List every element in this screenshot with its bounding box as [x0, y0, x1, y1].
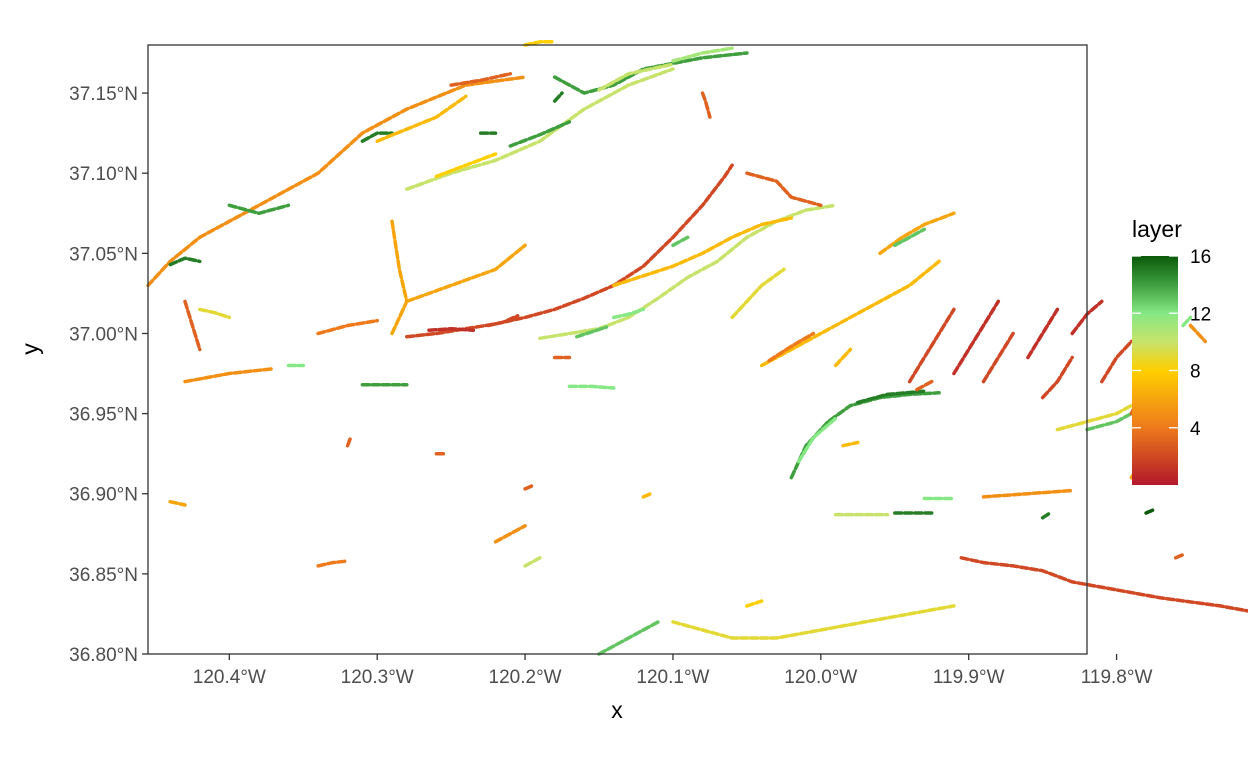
raster-feature — [759, 259, 941, 368]
raster-feature — [981, 331, 1015, 384]
x-axis-title: x — [611, 697, 623, 723]
raster-feature — [486, 314, 520, 328]
raster-feature — [1040, 511, 1052, 520]
y-tick-label: 36.80°N — [69, 645, 138, 666]
raster-feature — [1188, 323, 1208, 344]
raster-feature — [700, 91, 712, 119]
raster-feature — [427, 326, 476, 333]
y-axis: 36.80°N 36.85°N 36.90°N 36.95°N 37.00°N 37.05… — [69, 84, 148, 666]
raster-feature — [833, 347, 853, 368]
raster-feature — [183, 366, 276, 384]
y-tick-label: 37.10°N — [69, 164, 138, 185]
raster-feature — [841, 440, 860, 448]
raster-feature — [567, 384, 616, 390]
raster-feature — [767, 331, 816, 363]
raster-feature — [360, 131, 394, 143]
raster-feature — [168, 256, 202, 267]
y-tick-label: 37.15°N — [69, 84, 138, 105]
legend-tick-label: 16 — [1190, 247, 1211, 268]
y-tick-label: 36.90°N — [69, 485, 138, 506]
legend-tick-label: 4 — [1190, 419, 1201, 440]
raster-feature — [316, 318, 379, 336]
raster-feature — [745, 171, 823, 208]
raster-feature — [671, 46, 734, 63]
raster-feature — [1026, 307, 1060, 360]
raster-feature — [1173, 552, 1185, 560]
y-tick-label: 36.95°N — [69, 405, 138, 426]
raster-feature — [146, 75, 527, 288]
x-tick-label: 120.2°W — [489, 667, 562, 688]
plot-panel-border — [147, 44, 1088, 655]
y-axis-title: y — [17, 343, 43, 355]
raster-feature — [597, 620, 660, 656]
raster-feature — [612, 216, 794, 288]
raster-feature — [796, 416, 838, 464]
raster-feature — [375, 94, 468, 143]
legend-title: layer — [1132, 216, 1182, 242]
raster-feature — [981, 488, 1074, 499]
raster-feature — [523, 556, 542, 568]
raster-feature — [959, 556, 1248, 613]
raster-feature — [523, 40, 557, 47]
raster-feature — [671, 604, 956, 640]
x-tick-label: 120.4°W — [193, 667, 266, 688]
raster-feature — [915, 379, 934, 392]
raster-feature — [1100, 339, 1134, 384]
x-tick-label: 119.9°W — [933, 667, 1005, 688]
y-tick-label: 36.85°N — [69, 565, 138, 586]
raster-feature — [597, 62, 675, 92]
y-tick-label: 37.05°N — [69, 244, 138, 265]
raster-feature — [316, 559, 350, 568]
raster-feature — [575, 325, 609, 339]
raster-feature — [345, 435, 353, 448]
raster-feature — [508, 120, 572, 148]
raster-feature — [183, 299, 202, 352]
raster-feature — [390, 219, 409, 336]
raster-feature — [952, 299, 1001, 376]
raster-feature — [405, 67, 675, 191]
plot-background — [148, 45, 1087, 654]
raster-feature — [198, 307, 232, 320]
raster-feature — [745, 599, 764, 608]
raster-feature — [552, 51, 749, 95]
raster-feature — [552, 91, 564, 103]
x-axis: 120.4°W 120.3°W 120.2°W 120.1°W 120.0°W 119.9… — [193, 654, 1153, 688]
x-tick-label: 120.0°W — [784, 667, 857, 688]
raster-feature — [856, 389, 927, 405]
x-tick-label: 119.8°W — [1081, 667, 1153, 688]
raster-feature — [907, 307, 956, 384]
raster-feature — [493, 524, 527, 544]
raster-feature — [1181, 315, 1193, 328]
raster-feature — [730, 267, 786, 320]
raster-feature — [671, 235, 690, 248]
raster-feature — [641, 491, 653, 499]
raster-feature — [168, 499, 187, 507]
raster-feature — [227, 203, 291, 216]
raster-feature — [878, 211, 956, 256]
y-tick-label: 37.00°N — [69, 324, 138, 345]
x-tick-label: 120.3°W — [341, 667, 414, 688]
raster-feature — [1040, 355, 1074, 400]
raster-feature — [405, 243, 527, 304]
legend-tick-label: 8 — [1190, 362, 1201, 383]
raster-feature — [1144, 508, 1156, 515]
raster-feature — [789, 391, 941, 480]
raster-feature — [523, 483, 535, 491]
raster-feature — [434, 152, 498, 179]
raster-feature — [893, 227, 927, 248]
legend-tick-label: 12 — [1190, 304, 1211, 325]
raster-feature — [612, 307, 646, 320]
legend-ticks: 4 8 12 16 — [1132, 247, 1211, 440]
raster-feature — [449, 72, 513, 87]
legend: layer 4 8 12 16 — [1132, 216, 1211, 485]
x-tick-label: 120.1°W — [636, 667, 709, 688]
